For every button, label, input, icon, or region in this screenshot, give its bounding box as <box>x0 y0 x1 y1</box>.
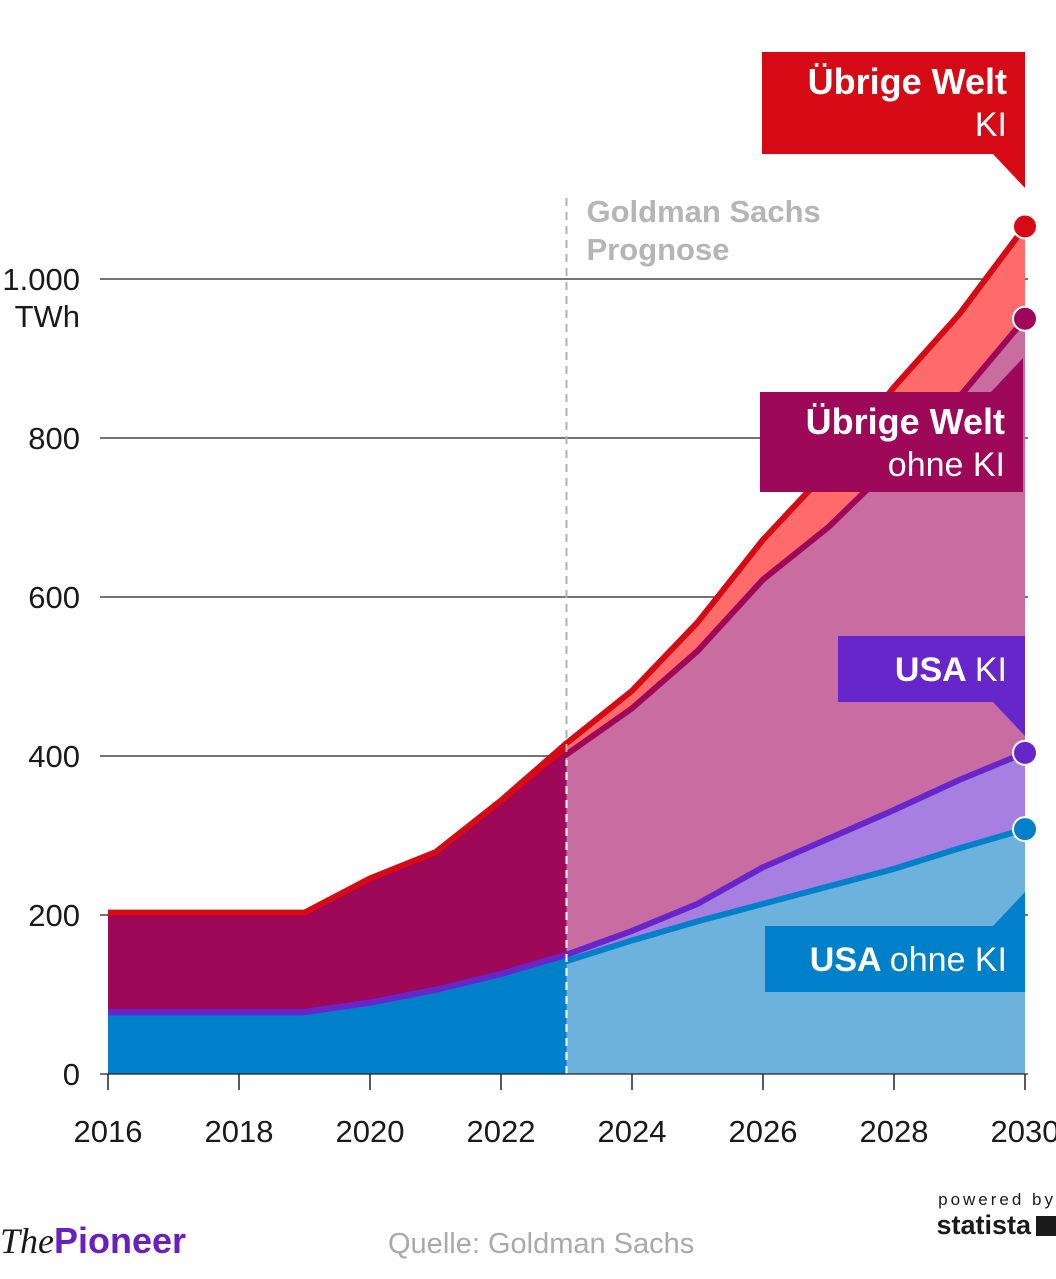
series-label-text: USA KI <box>895 651 1007 689</box>
series-label-light: ohne KI <box>888 446 1005 484</box>
statista-logo: powered by statista <box>936 1190 1056 1241</box>
end-marker-usa-ohne-ki <box>1012 816 1038 843</box>
area-usa-ohne-ki-history <box>108 961 567 1074</box>
series-label-text: USA ohne KI <box>810 941 1007 979</box>
series-label-light: ohne KI <box>890 941 1007 979</box>
end-marker-uebrige-welt-ohne-ki <box>1012 305 1038 332</box>
series-label-light: KI <box>975 106 1007 144</box>
series-label-pointer <box>991 358 1023 392</box>
x-tick-label-2016: 2016 <box>74 1114 143 1149</box>
x-tick-label-2022: 2022 <box>467 1114 536 1149</box>
series-label-uebrige-welt-ohne-ki: Übrige Welt ohne KI <box>760 358 1023 492</box>
y-tick-label-0: 0 <box>63 1057 80 1092</box>
series-label-bold: USA <box>895 651 975 689</box>
statista-wordmark: statista <box>936 1210 1031 1240</box>
series-label-bold: Übrige Welt <box>808 61 1007 102</box>
y-tick-label-600: 600 <box>28 580 80 615</box>
x-tick-label-2020: 2020 <box>336 1114 405 1149</box>
series-label-pointer <box>993 892 1025 926</box>
series-label-pointer <box>993 154 1025 188</box>
series-label-bold: Übrige Welt <box>806 401 1005 442</box>
y-tick-label-400: 400 <box>28 739 80 774</box>
end-marker-usa-ki <box>1012 739 1038 766</box>
series-label-box <box>760 392 1023 492</box>
y-unit-label: TWh <box>15 299 80 334</box>
series-label-bold: USA <box>810 941 890 979</box>
forecast-label-line-2: Prognose <box>587 232 730 267</box>
series-label-light: KI <box>975 651 1007 689</box>
x-tick-label-2026: 2026 <box>729 1114 798 1149</box>
forecast-label-line-1: Goldman Sachs <box>587 194 821 229</box>
series-label-usa-ki: USA KI <box>838 636 1025 736</box>
x-tick-label-2018: 2018 <box>205 1114 274 1149</box>
end-marker-uebrige-welt-ki <box>1012 213 1038 240</box>
statista-mark-icon <box>1036 1215 1056 1236</box>
series-label-box <box>765 926 1025 992</box>
x-tick-label-2024: 2024 <box>598 1114 667 1149</box>
y-tick-label-1000: 1.000 <box>2 262 80 297</box>
series-label-usa-ohne-ki: USA ohne KI <box>765 892 1025 992</box>
powered-by-text: powered by <box>938 1190 1056 1209</box>
series-label-box <box>838 636 1025 702</box>
x-tick-label-2028: 2028 <box>860 1114 929 1149</box>
x-tick-label-2030: 2030 <box>991 1114 1056 1149</box>
area-uebrige-welt-ohne-ki-history <box>108 754 567 1012</box>
series-label-box <box>762 52 1025 154</box>
thepioneer-logo: ThePioneer <box>0 1220 187 1261</box>
series-label-uebrige-welt-ki: Übrige Welt KI <box>762 52 1025 188</box>
y-tick-label-200: 200 <box>28 898 80 933</box>
y-tick-label-800: 800 <box>28 421 80 456</box>
series-label-pointer <box>993 702 1025 736</box>
source-note: Quelle: Goldman Sachs <box>388 1228 695 1260</box>
